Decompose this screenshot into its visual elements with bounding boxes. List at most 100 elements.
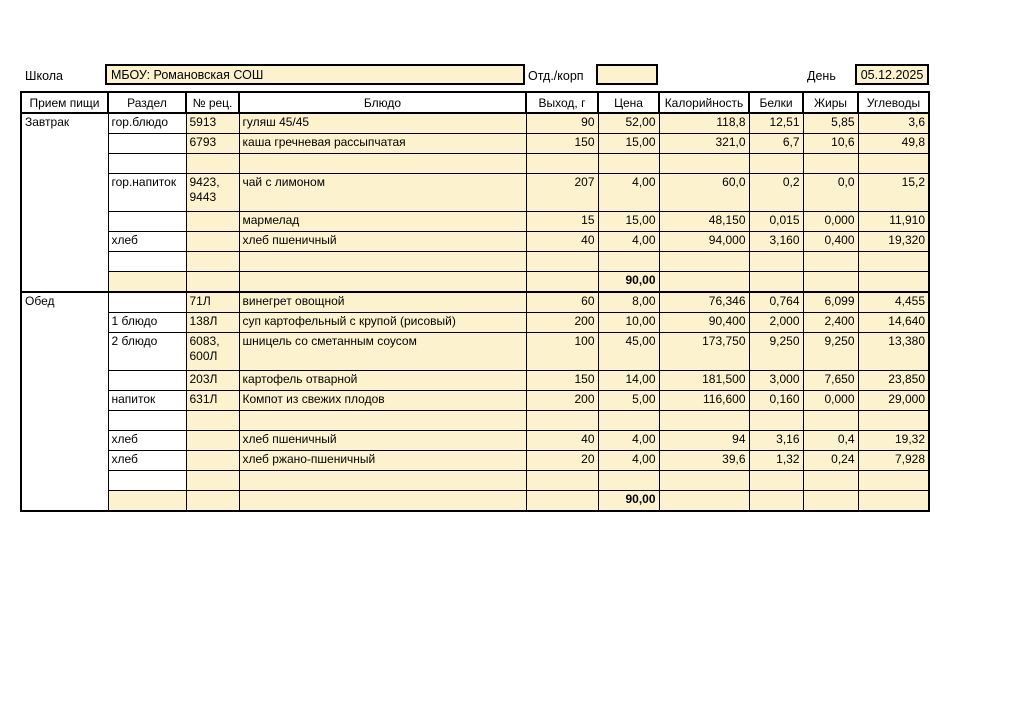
out-cell[interactable]: 60: [525, 291, 599, 313]
dish-cell[interactable]: чай с лимоном: [238, 173, 527, 212]
dish-cell[interactable]: [238, 251, 527, 272]
cal-cell[interactable]: 94: [658, 430, 750, 451]
rec-cell[interactable]: [185, 450, 240, 471]
dish-cell[interactable]: гуляш 45/45: [238, 112, 527, 134]
prot-cell[interactable]: [748, 251, 804, 272]
carb-cell[interactable]: [857, 490, 930, 512]
rec-cell[interactable]: 6793: [185, 133, 240, 154]
cal-cell[interactable]: 90,400: [658, 312, 750, 333]
dish-cell[interactable]: [238, 410, 527, 431]
out-cell[interactable]: [525, 251, 599, 272]
fat-cell[interactable]: 0,0: [802, 173, 859, 212]
carb-cell[interactable]: [857, 153, 930, 174]
prot-cell[interactable]: [748, 410, 804, 431]
rec-cell[interactable]: 9423, 9443: [185, 173, 240, 212]
cal-cell[interactable]: [658, 271, 750, 293]
dish-cell[interactable]: [238, 490, 527, 512]
rec-cell[interactable]: 71Л: [185, 291, 240, 313]
price-cell[interactable]: 15,00: [597, 211, 660, 232]
rec-cell[interactable]: [185, 490, 240, 512]
price-cell[interactable]: [597, 153, 660, 174]
price-cell[interactable]: 14,00: [597, 370, 660, 391]
out-cell[interactable]: [525, 410, 599, 431]
rec-cell[interactable]: 6083, 600Л: [185, 332, 240, 371]
fat-cell[interactable]: [802, 470, 859, 491]
fat-cell[interactable]: 5,85: [802, 112, 859, 134]
price-cell[interactable]: 45,00: [597, 332, 660, 371]
prot-cell[interactable]: 3,160: [748, 231, 804, 252]
cal-cell[interactable]: 321,0: [658, 133, 750, 154]
out-cell[interactable]: [525, 490, 599, 512]
dish-cell[interactable]: каша гречневая рассыпчатая: [238, 133, 527, 154]
prot-cell[interactable]: 2,000: [748, 312, 804, 333]
cal-cell[interactable]: 94,000: [658, 231, 750, 252]
carb-cell[interactable]: 49,8: [857, 133, 930, 154]
fat-cell[interactable]: [802, 251, 859, 272]
prot-cell[interactable]: [748, 271, 804, 293]
fat-cell[interactable]: 0,000: [802, 390, 859, 411]
dish-cell[interactable]: [238, 470, 527, 491]
dish-cell[interactable]: хлеб пшеничный: [238, 231, 527, 252]
cal-cell[interactable]: 116,600: [658, 390, 750, 411]
carb-cell[interactable]: 23,850: [857, 370, 930, 391]
carb-cell[interactable]: [857, 410, 930, 431]
fat-cell[interactable]: [802, 271, 859, 293]
rec-cell[interactable]: [185, 430, 240, 451]
carb-cell[interactable]: 15,2: [857, 173, 930, 212]
price-cell[interactable]: 4,00: [597, 430, 660, 451]
price-cell[interactable]: 4,00: [597, 173, 660, 212]
prot-cell[interactable]: [748, 470, 804, 491]
fat-cell[interactable]: 9,250: [802, 332, 859, 371]
rec-cell[interactable]: 203Л: [185, 370, 240, 391]
price-cell[interactable]: 15,00: [597, 133, 660, 154]
carb-cell[interactable]: [857, 470, 930, 491]
fat-cell[interactable]: 2,400: [802, 312, 859, 333]
dish-cell[interactable]: хлеб пшеничный: [238, 430, 527, 451]
cal-cell[interactable]: 39,6: [658, 450, 750, 471]
cal-cell[interactable]: [658, 490, 750, 512]
prot-cell[interactable]: [748, 490, 804, 512]
cal-cell[interactable]: 118,8: [658, 112, 750, 134]
rec-cell[interactable]: [185, 153, 240, 174]
dish-cell[interactable]: мармелад: [238, 211, 527, 232]
carb-cell[interactable]: 3,6: [857, 112, 930, 134]
fat-cell[interactable]: 10,6: [802, 133, 859, 154]
rec-cell[interactable]: [185, 231, 240, 252]
prot-cell[interactable]: 0,015: [748, 211, 804, 232]
out-cell[interactable]: [525, 470, 599, 491]
prot-cell[interactable]: 6,7: [748, 133, 804, 154]
carb-cell[interactable]: 19,32: [857, 430, 930, 451]
out-cell[interactable]: 100: [525, 332, 599, 371]
out-cell[interactable]: 15: [525, 211, 599, 232]
fat-cell[interactable]: [802, 410, 859, 431]
carb-cell[interactable]: 14,640: [857, 312, 930, 333]
rec-cell[interactable]: [185, 251, 240, 272]
cal-cell[interactable]: 173,750: [658, 332, 750, 371]
prot-cell[interactable]: 3,000: [748, 370, 804, 391]
cal-cell[interactable]: [658, 470, 750, 491]
out-cell[interactable]: [525, 271, 599, 293]
dish-cell[interactable]: суп картофельный с крупой (рисовый): [238, 312, 527, 333]
carb-cell[interactable]: 13,380: [857, 332, 930, 371]
cal-cell[interactable]: 181,500: [658, 370, 750, 391]
out-cell[interactable]: 207: [525, 173, 599, 212]
rec-cell[interactable]: 5913: [185, 112, 240, 134]
dept-input[interactable]: [596, 64, 658, 85]
out-cell[interactable]: 20: [525, 450, 599, 471]
school-input[interactable]: МБОУ: Романовская СОШ: [105, 64, 525, 85]
prot-cell[interactable]: [748, 153, 804, 174]
rec-cell[interactable]: [185, 211, 240, 232]
out-cell[interactable]: 200: [525, 390, 599, 411]
dish-cell[interactable]: Компот из свежих плодов: [238, 390, 527, 411]
day-input[interactable]: 05.12.2025: [855, 64, 929, 85]
fat-cell[interactable]: [802, 153, 859, 174]
prot-cell[interactable]: 3,16: [748, 430, 804, 451]
prot-cell[interactable]: 12,51: [748, 112, 804, 134]
price-cell[interactable]: 4,00: [597, 450, 660, 471]
rec-cell[interactable]: [185, 470, 240, 491]
cal-cell[interactable]: 76,346: [658, 291, 750, 313]
fat-cell[interactable]: 0,000: [802, 211, 859, 232]
price-cell[interactable]: 52,00: [597, 112, 660, 134]
rec-cell[interactable]: [185, 410, 240, 431]
cal-cell[interactable]: [658, 153, 750, 174]
